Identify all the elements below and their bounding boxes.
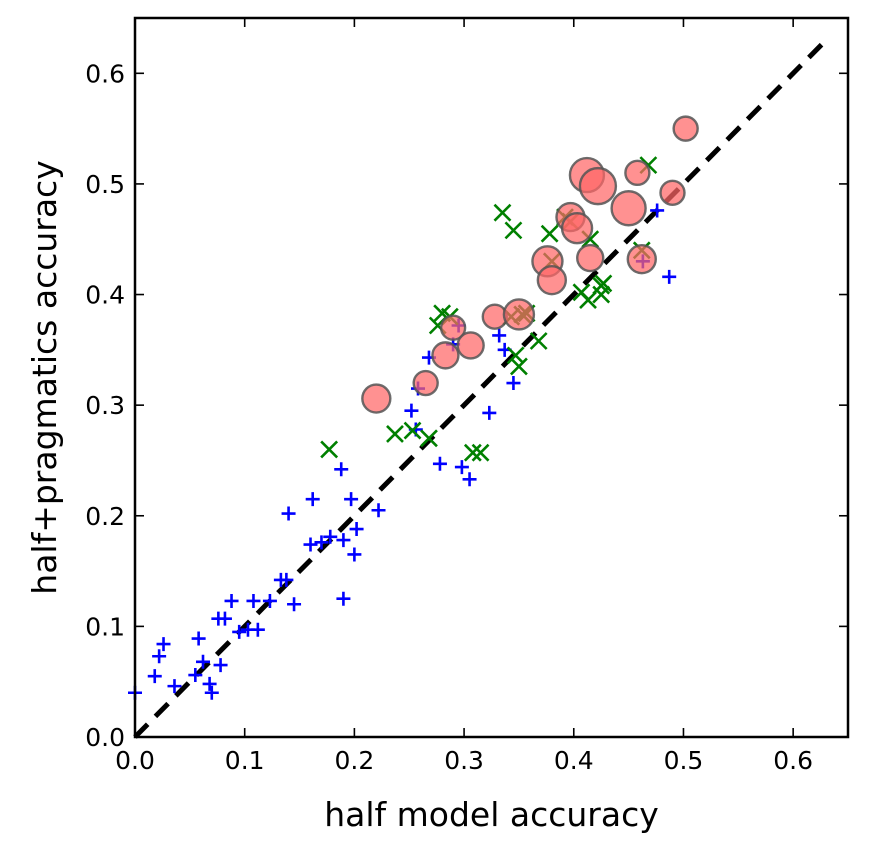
x-point [420, 429, 438, 448]
circle-point [610, 190, 647, 227]
x-point [320, 440, 339, 459]
plus-point [287, 597, 302, 612]
plus-point [188, 668, 203, 683]
series-circle [361, 115, 699, 414]
plus-point [314, 535, 329, 550]
series-plus [128, 203, 677, 700]
plus-point [305, 492, 320, 507]
y-tick-label: 0.5 [85, 170, 125, 199]
circle-point [361, 383, 392, 414]
plus-point [196, 654, 211, 669]
circle-point [626, 243, 657, 275]
plus-point [224, 593, 239, 608]
x-point [493, 203, 512, 222]
x-point [529, 332, 548, 350]
plus-point [662, 269, 677, 284]
x-tick-label: 0.5 [664, 746, 704, 775]
plus-point [334, 462, 349, 477]
x-tick-label: 0.3 [444, 746, 484, 775]
plus-point [250, 622, 265, 637]
plus-point [323, 529, 338, 544]
plus-point [147, 669, 162, 684]
plus-point [492, 328, 507, 343]
x-point [471, 443, 490, 462]
circle-point [412, 369, 439, 397]
circle-point [431, 341, 460, 370]
plus-point [371, 503, 386, 518]
plus-point [336, 591, 351, 606]
plus-point [281, 506, 296, 521]
plus-point [156, 637, 171, 652]
circle-point [536, 264, 568, 296]
reference-line-layer [133, 38, 828, 739]
y-axis-label: half+pragmatics accuracy [25, 160, 64, 594]
circle-point [456, 331, 485, 360]
circle-point [578, 166, 618, 206]
plus-point [279, 572, 294, 587]
plus-point [506, 376, 521, 391]
plus-point [336, 533, 351, 548]
x-point [540, 224, 559, 243]
circle-point [576, 243, 605, 273]
plus-point [167, 679, 182, 694]
plus-point [213, 658, 228, 673]
y-tick-label: 0.6 [85, 59, 125, 88]
plot-frame [133, 16, 850, 739]
x-point [579, 291, 597, 309]
x-tick-label: 0.6 [773, 746, 813, 775]
circle-point [502, 298, 536, 331]
plus-point [454, 460, 469, 475]
x-point [510, 357, 528, 376]
plus-point [462, 472, 477, 487]
circle-point [624, 159, 651, 187]
plus-point [202, 676, 217, 691]
y-tick-label: 0.0 [85, 723, 125, 752]
plus-point [482, 405, 497, 420]
circle-point [672, 115, 699, 142]
reference-dashed-line [133, 38, 828, 739]
y-tick-label: 0.2 [85, 502, 125, 531]
x-tick-label: 0.1 [225, 746, 265, 775]
plus-point [191, 631, 206, 646]
plus-point [232, 624, 247, 639]
plus-point [303, 537, 318, 552]
y-tick-label: 0.1 [85, 612, 125, 641]
plus-point [204, 685, 219, 700]
plus-point [246, 593, 261, 608]
x-axis-label: half model accuracy [324, 795, 659, 834]
plus-point [349, 522, 364, 537]
plus-point [404, 403, 419, 418]
plus-point [262, 593, 277, 608]
data-points-layer [128, 115, 699, 700]
plus-point [217, 611, 232, 626]
x-point [463, 443, 482, 462]
y-tick-label: 0.3 [85, 391, 125, 420]
x-point [506, 346, 525, 365]
circle-point [439, 314, 467, 341]
x-tick-label: 0.4 [554, 746, 594, 775]
plus-point [650, 203, 665, 218]
plus-point [152, 649, 167, 664]
plus-point [347, 547, 362, 562]
x-point [403, 421, 422, 440]
plus-point [344, 492, 359, 507]
x-point [504, 221, 523, 240]
plus-point [432, 456, 447, 471]
axis-ticks-layer: 0.0 0.1 0.2 0.3 0.4 0.5 0.6 0.0 0.1 0.2 0.3 0.4 0.5 0… [85, 18, 848, 775]
circle-point [659, 179, 686, 206]
circle-point [560, 211, 594, 245]
x-tick-label: 0.0 [115, 746, 155, 775]
y-tick-label: 0.4 [85, 281, 125, 310]
x-tick-label: 0.2 [335, 746, 375, 775]
x-point [592, 285, 611, 304]
x-point [386, 424, 404, 443]
x-point [594, 274, 613, 293]
